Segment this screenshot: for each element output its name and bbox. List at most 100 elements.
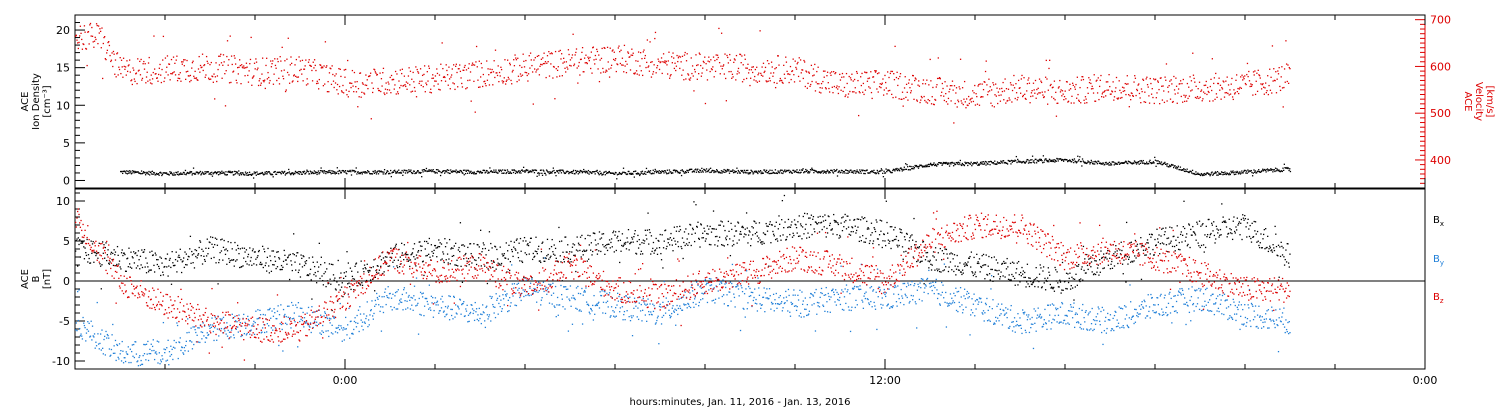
data-point bbox=[788, 169, 790, 171]
data-point bbox=[948, 266, 950, 268]
data-point bbox=[1135, 163, 1138, 165]
data-point bbox=[611, 246, 613, 248]
data-point bbox=[1003, 162, 1005, 164]
data-point bbox=[196, 79, 198, 81]
data-point bbox=[811, 167, 813, 169]
data-point bbox=[658, 170, 660, 172]
data-point bbox=[388, 83, 390, 85]
data-point bbox=[708, 61, 711, 63]
data-point bbox=[274, 170, 276, 173]
data-point bbox=[933, 103, 935, 106]
data-point bbox=[682, 170, 685, 173]
data-point bbox=[1225, 92, 1228, 94]
data-point bbox=[92, 240, 94, 243]
data-point bbox=[238, 170, 240, 172]
data-point bbox=[627, 51, 629, 53]
data-point bbox=[1100, 163, 1102, 165]
data-point bbox=[1080, 102, 1082, 104]
data-point bbox=[312, 172, 314, 174]
data-point bbox=[250, 173, 252, 176]
data-point bbox=[121, 249, 123, 251]
data-point bbox=[725, 171, 727, 173]
data-point bbox=[510, 172, 513, 175]
data-point bbox=[771, 66, 773, 68]
data-point bbox=[503, 172, 505, 174]
data-point bbox=[1169, 165, 1171, 168]
data-point bbox=[217, 174, 220, 176]
data-point bbox=[137, 58, 139, 60]
data-point bbox=[135, 252, 137, 254]
data-point bbox=[917, 84, 919, 86]
data-point bbox=[934, 99, 937, 101]
data-point bbox=[908, 240, 910, 242]
data-point bbox=[1123, 162, 1126, 164]
data-point bbox=[274, 256, 276, 258]
data-point bbox=[742, 171, 744, 173]
data-point bbox=[437, 170, 440, 172]
data-point bbox=[1142, 79, 1145, 81]
data-point bbox=[321, 171, 324, 173]
data-point bbox=[867, 172, 869, 174]
data-point bbox=[372, 87, 374, 90]
data-point bbox=[368, 269, 370, 272]
data-point bbox=[1044, 76, 1047, 78]
data-point bbox=[200, 174, 202, 176]
data-point bbox=[362, 171, 364, 173]
data-point bbox=[632, 173, 634, 175]
data-point bbox=[901, 98, 903, 100]
data-point bbox=[543, 170, 545, 172]
data-point bbox=[627, 228, 630, 231]
data-point bbox=[1221, 86, 1223, 89]
data-point bbox=[1202, 98, 1204, 100]
data-point bbox=[427, 242, 429, 245]
data-point bbox=[226, 40, 229, 42]
data-point bbox=[623, 71, 625, 73]
data-point bbox=[1240, 172, 1242, 174]
data-point bbox=[861, 72, 863, 75]
data-point bbox=[632, 52, 634, 54]
data-point bbox=[727, 243, 729, 246]
data-point bbox=[394, 246, 396, 249]
data-point bbox=[382, 257, 385, 259]
data-point bbox=[204, 171, 206, 173]
data-point bbox=[243, 257, 245, 259]
data-point bbox=[636, 173, 638, 175]
data-point bbox=[1254, 170, 1256, 172]
data-point bbox=[205, 74, 207, 76]
data-point bbox=[1146, 163, 1148, 165]
data-point bbox=[210, 78, 212, 80]
data-point bbox=[860, 76, 862, 78]
data-point bbox=[84, 31, 86, 33]
data-point bbox=[795, 170, 797, 172]
data-point bbox=[197, 254, 199, 256]
data-point bbox=[1197, 173, 1200, 175]
data-point bbox=[538, 54, 540, 57]
data-point bbox=[784, 171, 787, 173]
data-point bbox=[212, 246, 214, 248]
data-point bbox=[484, 82, 487, 85]
data-point bbox=[727, 170, 729, 172]
data-point bbox=[478, 60, 480, 62]
data-point bbox=[715, 228, 717, 230]
data-point bbox=[660, 259, 663, 261]
data-point bbox=[756, 231, 758, 233]
data-point bbox=[349, 82, 351, 84]
data-point bbox=[477, 170, 479, 172]
data-point bbox=[881, 82, 883, 84]
data-point bbox=[469, 71, 472, 73]
data-point bbox=[382, 72, 384, 74]
data-point bbox=[148, 56, 150, 59]
data-point bbox=[359, 72, 362, 74]
data-point bbox=[606, 243, 608, 246]
data-point bbox=[367, 171, 370, 173]
data-point bbox=[1114, 163, 1117, 165]
data-point bbox=[519, 260, 521, 262]
data-point bbox=[729, 170, 731, 172]
data-point bbox=[780, 169, 782, 171]
data-point bbox=[1105, 81, 1108, 83]
data-point bbox=[1210, 78, 1212, 81]
data-point bbox=[258, 80, 260, 82]
data-point bbox=[933, 256, 935, 258]
data-point bbox=[885, 168, 887, 170]
data-point bbox=[338, 277, 341, 279]
